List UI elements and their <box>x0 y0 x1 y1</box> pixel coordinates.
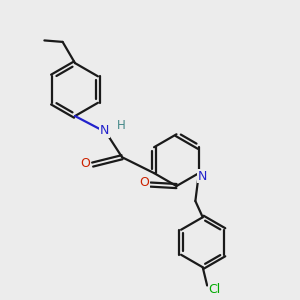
Text: N: N <box>198 169 207 183</box>
Text: O: O <box>139 176 149 189</box>
Text: Cl: Cl <box>208 283 220 296</box>
Text: N: N <box>100 124 109 137</box>
Text: O: O <box>80 157 90 169</box>
Text: H: H <box>117 119 125 132</box>
